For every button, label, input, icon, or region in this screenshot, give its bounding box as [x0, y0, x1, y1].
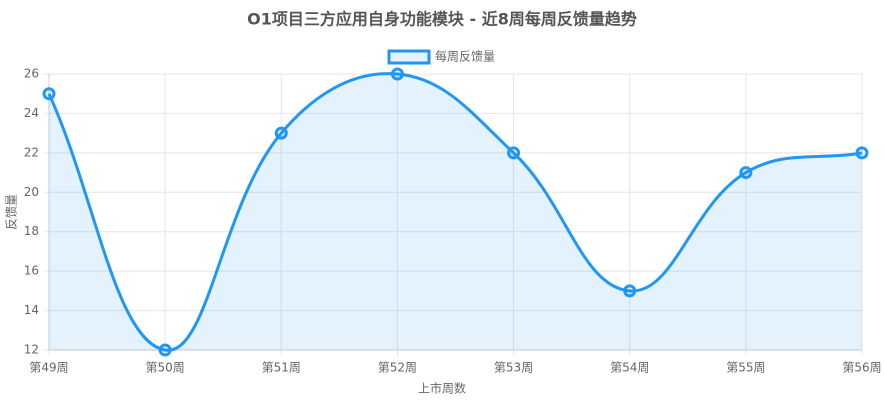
point: [274, 126, 288, 140]
y-tick-label: 24: [24, 106, 39, 120]
line: [47, 72, 863, 352]
legend-label: 每周反馈量: [435, 49, 495, 64]
area: [49, 73, 862, 351]
point: [158, 343, 172, 357]
y-tick-label: 26: [24, 67, 39, 81]
y-tick-label: 14: [24, 303, 39, 317]
y-axis-title: 反馈量: [5, 194, 19, 230]
x-tick-label: 第56周: [842, 361, 881, 375]
x-tick-label: 第55周: [726, 361, 765, 375]
point: [390, 67, 404, 81]
point: [42, 87, 56, 101]
x-tick-label: 第49周: [29, 361, 68, 375]
point: [855, 146, 869, 160]
y-tick-label: 16: [24, 264, 39, 278]
legend-swatch: [387, 49, 431, 65]
x-tick-label: 第50周: [146, 361, 185, 375]
y-tick-label: 12: [24, 343, 39, 357]
point: [507, 146, 521, 160]
y-tick-label: 20: [24, 185, 39, 199]
x-tick-label: 第54周: [610, 361, 649, 375]
y-tick-label: 22: [24, 145, 39, 159]
point: [739, 166, 753, 180]
y-tick-label: 18: [24, 224, 39, 238]
x-tick-label: 第51周: [262, 361, 301, 375]
x-tick-label: 第52周: [378, 361, 417, 375]
chart-title: O1项目三方应用自身功能模块 - 近8周每周反馈量趋势: [247, 10, 637, 29]
x-tick-label: 第53周: [494, 361, 533, 375]
point: [623, 284, 637, 298]
x-axis-title: 上市周数: [418, 381, 466, 396]
